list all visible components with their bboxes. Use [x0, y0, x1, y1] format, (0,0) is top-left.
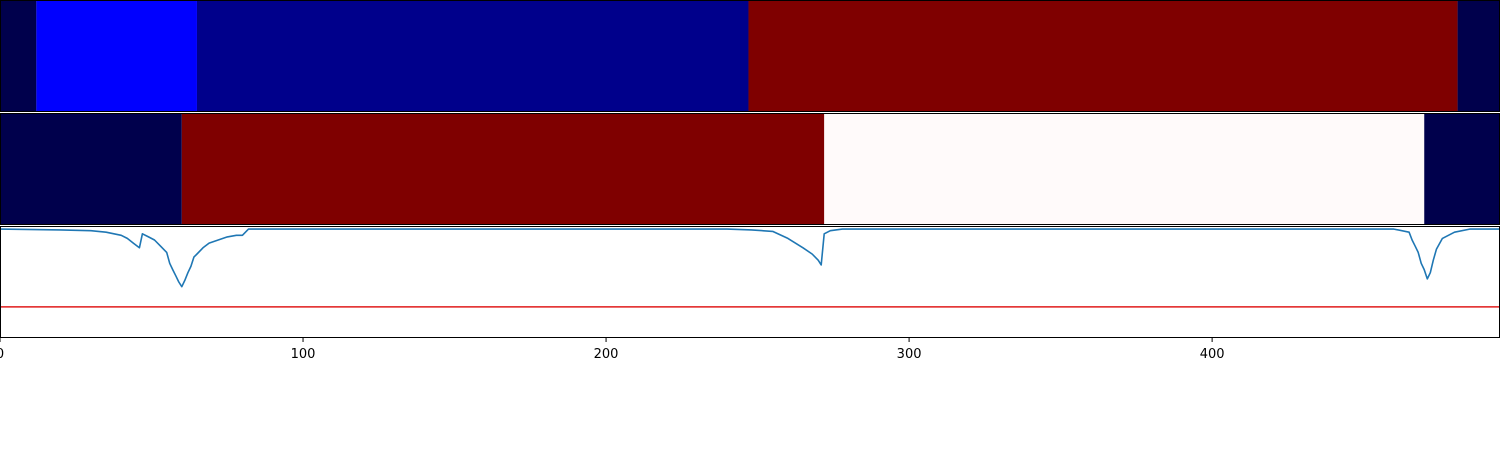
- heatmap-segment: [824, 113, 1425, 225]
- line-plot-panel: [0, 226, 1500, 338]
- heatmap-segment: [0, 0, 37, 112]
- x-axis: 0 100 200 300 400: [0, 338, 1225, 362]
- series-line: [0, 228, 1500, 288]
- middle-heatmap-strip: [0, 113, 1500, 225]
- heatmap-segment: [1424, 113, 1500, 225]
- heatmap-segment: [748, 0, 1458, 112]
- heatmap-segment: [196, 0, 749, 112]
- heatmap-segment: [36, 0, 197, 112]
- x-tick-label: 400: [1200, 347, 1225, 362]
- x-tick-label: 0: [0, 347, 4, 362]
- plot-frame: [0, 226, 1500, 338]
- x-tick-label: 300: [897, 347, 922, 362]
- top-heatmap-strip: [0, 0, 1500, 112]
- heatmap-segment: [1457, 0, 1500, 112]
- heatmap-segment: [0, 113, 182, 225]
- x-tick-label: 100: [291, 347, 316, 362]
- heatmap-segment: [181, 113, 825, 225]
- x-tick-label: 200: [594, 347, 619, 362]
